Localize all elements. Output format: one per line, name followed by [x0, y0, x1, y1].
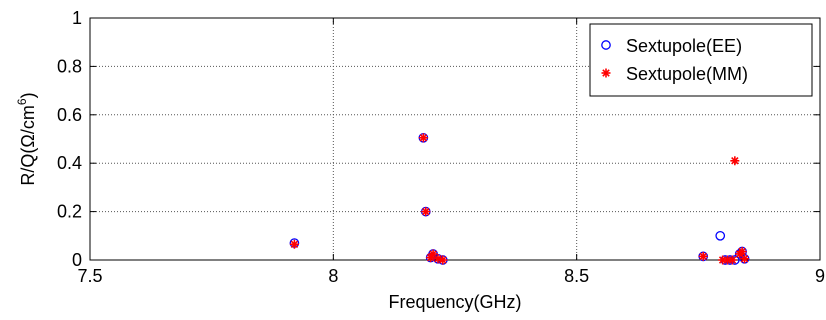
y-axis-label-close: )	[18, 92, 38, 98]
legend-label-sextupole-mm: Sextupole(MM)	[626, 64, 748, 84]
data-point-sextupole-mm	[737, 247, 747, 257]
y-tick-label: 0.8	[57, 56, 82, 76]
data-point-sextupole-mm	[727, 255, 737, 265]
y-tick-label: 0.4	[57, 153, 82, 173]
x-tick-label: 8.5	[564, 266, 589, 286]
y-axis-label-omega: Ω	[18, 134, 38, 147]
data-point-sextupole-mm	[433, 254, 443, 264]
legend-circle-marker	[601, 40, 611, 50]
axis-ticks: 7.5 8 8.5 9 0 0.2 0.4 0.6 0.8 1	[57, 8, 825, 286]
data-point-sextupole-mm	[418, 133, 428, 143]
legend: Sextupole(EE) Sextupole(MM)	[589, 23, 813, 97]
grid	[90, 18, 820, 260]
legend-marker-sextupole-mm	[601, 68, 611, 78]
data-points	[289, 132, 750, 265]
legend-box	[589, 23, 813, 97]
y-tick-label: 0.6	[57, 105, 82, 125]
x-axis-label: Frequency(GHz)	[388, 292, 521, 312]
data-point-sextupole-mm	[289, 239, 299, 249]
y-tick-label: 0.2	[57, 202, 82, 222]
x-tick-label: 8	[328, 266, 338, 286]
data-point-sextupole-ee	[715, 230, 726, 241]
y-axis-label-exponent: 6	[15, 98, 29, 105]
x-tick-label: 7.5	[77, 266, 102, 286]
y-axis-label-unit: /cm	[18, 105, 38, 134]
data-point-sextupole-mm	[698, 251, 708, 261]
y-tick-label: 0	[72, 250, 82, 270]
data-point-sextupole-mm	[730, 156, 740, 166]
y-axis-label: R/Q(Ω/cm6)	[15, 92, 38, 185]
data-point-sextupole-mm	[438, 255, 448, 265]
legend-star-marker	[601, 68, 611, 78]
plot-frame	[89, 17, 821, 261]
x-tick-label: 9	[815, 266, 825, 286]
y-axis-label-main: R/Q(	[18, 148, 38, 186]
data-point-sextupole-mm	[740, 254, 750, 264]
data-point-sextupole-mm	[421, 207, 431, 217]
legend-marker-sextupole-ee	[601, 40, 611, 50]
y-tick-label: 1	[72, 8, 82, 28]
data-point-sextupole-mm	[428, 249, 438, 259]
legend-label-sextupole-ee: Sextupole(EE)	[626, 36, 742, 56]
